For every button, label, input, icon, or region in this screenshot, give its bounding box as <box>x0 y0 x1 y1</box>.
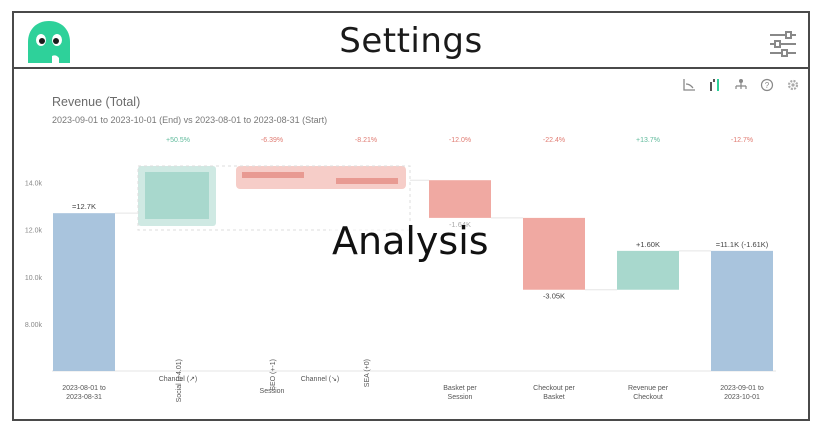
percent-label: +50.5% <box>166 137 190 144</box>
bar-value-label: +1.60K <box>636 240 660 249</box>
waterfall-bar <box>429 180 491 218</box>
y-tick-label: 8.00k <box>25 322 43 329</box>
waterfall-bar <box>53 213 115 371</box>
x-axis-label: 2023-08-01 to <box>62 385 106 392</box>
dimension-rotated-label: Social (+4.01) <box>176 359 183 402</box>
percent-label: +13.7% <box>636 137 660 144</box>
chart-toolbar: ? <box>680 77 802 93</box>
dimension-rotated-label: SEO (+-1) <box>270 359 277 391</box>
waterfall-bar <box>523 217 585 290</box>
waterfall-bar <box>617 250 679 290</box>
hierarchy-icon[interactable] <box>732 77 750 93</box>
group-inner-decrease-2 <box>336 178 398 184</box>
waterfall-chart: 8.00k 10.0k 12.0k 14.0k +50.5% -6.39% -8.21% -… <box>25 137 776 402</box>
group-axis-label: Session <box>260 388 285 395</box>
group-inner-increase <box>145 172 209 219</box>
x-axis-label: 2023-08-31 <box>66 394 102 401</box>
bar-value-label: =12.7K <box>72 202 96 211</box>
dimension-rotated-label: SEA (+0) <box>364 359 371 387</box>
bar-value-label: -3.05K <box>543 292 565 301</box>
analysis-overlay-label: Analysis <box>330 219 491 263</box>
analysis-panel: ? Revenue (Total) 2023-09-01 to 2023-10-… <box>12 69 810 421</box>
group-axis-label: Channel (↗) <box>159 376 198 383</box>
sliders-icon[interactable] <box>768 31 798 57</box>
percent-label: -12.7% <box>731 137 753 144</box>
page-title: Settings <box>339 21 483 61</box>
svg-text:?: ? <box>765 81 770 90</box>
bar-value-label: =11.1K (-1.61K) <box>716 240 769 249</box>
app-header: Settings <box>12 11 810 69</box>
gear-icon[interactable] <box>784 77 802 93</box>
bar-toggle-icon[interactable] <box>706 77 724 93</box>
x-axis-label: Checkout <box>633 394 663 401</box>
y-tick-label: 10.0k <box>25 275 43 282</box>
x-axis-label: Basket per <box>443 385 477 392</box>
x-axis-label: Revenue per <box>628 385 669 392</box>
group-inner-decrease-1 <box>242 172 304 178</box>
x-axis-label: 2023-09-01 to <box>720 385 764 392</box>
ghost-logo-icon[interactable] <box>26 19 72 65</box>
chart-title: Revenue (Total) <box>52 95 141 109</box>
x-axis-label: Checkout per <box>533 385 575 392</box>
x-axis-label: Basket <box>543 394 564 401</box>
percent-label: -6.39% <box>261 137 283 144</box>
y-tick-label: 14.0k <box>25 181 43 188</box>
y-tick-label: 12.0k <box>25 228 43 235</box>
waterfall-bar <box>711 250 773 371</box>
x-axis-label: 2023-10-01 <box>724 394 760 401</box>
group-axis-label: Channel (↘) <box>301 376 340 383</box>
x-axis-label: Session <box>448 394 473 401</box>
chart-subtitle: 2023-09-01 to 2023-10-01 (End) vs 2023-0… <box>52 115 328 125</box>
percent-label: -12.0% <box>449 137 471 144</box>
percent-label: -8.21% <box>355 137 377 144</box>
percent-label: -22.4% <box>543 137 565 144</box>
help-icon[interactable]: ? <box>758 77 776 93</box>
axis-chart-icon[interactable] <box>680 77 698 93</box>
